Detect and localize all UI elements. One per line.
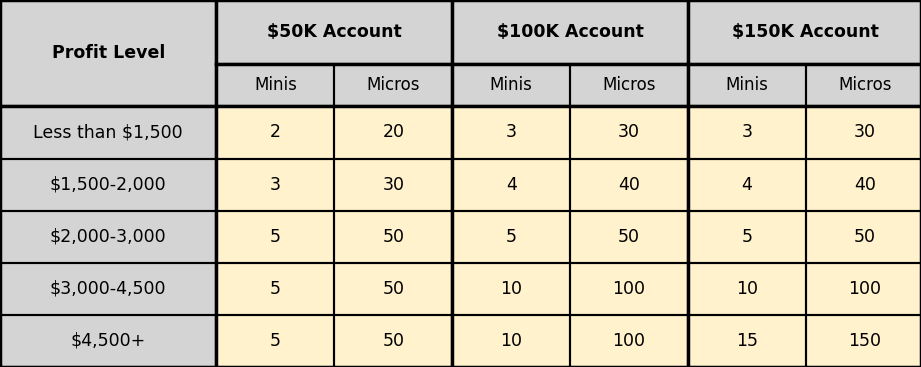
Text: 4: 4 <box>506 175 517 194</box>
Bar <box>570 211 688 263</box>
Text: $2,000-3,000: $2,000-3,000 <box>50 228 167 246</box>
Bar <box>688 263 806 315</box>
Text: 40: 40 <box>854 175 876 194</box>
Text: 5: 5 <box>270 280 281 298</box>
Bar <box>216 64 334 106</box>
Text: 5: 5 <box>506 228 517 246</box>
Bar <box>806 211 921 263</box>
Text: 20: 20 <box>382 123 404 142</box>
Text: 40: 40 <box>618 175 640 194</box>
Text: Profit Level: Profit Level <box>52 44 165 62</box>
Text: Minis: Minis <box>254 76 297 94</box>
Text: 4: 4 <box>741 175 752 194</box>
Bar <box>570 159 688 211</box>
Text: $1,500-2,000: $1,500-2,000 <box>50 175 167 194</box>
Bar <box>688 64 806 106</box>
Text: $150K Account: $150K Account <box>732 23 880 41</box>
Bar <box>216 106 334 159</box>
Bar <box>570 315 688 367</box>
Text: 50: 50 <box>382 228 404 246</box>
Bar <box>0 315 216 367</box>
Text: Micros: Micros <box>602 76 656 94</box>
Bar <box>452 263 570 315</box>
Text: 100: 100 <box>612 280 646 298</box>
Text: 3: 3 <box>506 123 517 142</box>
Bar <box>0 159 216 211</box>
Bar <box>216 211 334 263</box>
Bar <box>688 106 806 159</box>
Bar <box>216 159 334 211</box>
Text: 50: 50 <box>854 228 876 246</box>
Bar <box>452 0 688 64</box>
Text: $4,500+: $4,500+ <box>71 332 146 350</box>
Text: 30: 30 <box>618 123 640 142</box>
Bar <box>334 159 452 211</box>
Text: Micros: Micros <box>838 76 892 94</box>
Text: 5: 5 <box>270 228 281 246</box>
Bar <box>806 106 921 159</box>
Bar <box>688 0 921 64</box>
Text: 2: 2 <box>270 123 281 142</box>
Bar <box>0 106 216 159</box>
Bar <box>570 64 688 106</box>
Bar <box>806 64 921 106</box>
Bar <box>688 315 806 367</box>
Bar <box>806 159 921 211</box>
Text: $100K Account: $100K Account <box>496 23 644 41</box>
Text: 50: 50 <box>382 280 404 298</box>
Bar <box>452 64 570 106</box>
Bar <box>0 0 216 106</box>
Text: Minis: Minis <box>726 76 768 94</box>
Text: Micros: Micros <box>367 76 420 94</box>
Text: 3: 3 <box>741 123 752 142</box>
Bar <box>0 211 216 263</box>
Text: 5: 5 <box>270 332 281 350</box>
Bar <box>570 263 688 315</box>
Bar <box>806 315 921 367</box>
Bar <box>216 263 334 315</box>
Bar <box>216 315 334 367</box>
Text: Less than $1,500: Less than $1,500 <box>33 123 183 142</box>
Bar <box>806 263 921 315</box>
Bar <box>688 211 806 263</box>
Bar <box>334 315 452 367</box>
Bar <box>334 263 452 315</box>
Bar <box>452 159 570 211</box>
Text: Minis: Minis <box>490 76 532 94</box>
Text: 3: 3 <box>270 175 281 194</box>
Text: 100: 100 <box>612 332 646 350</box>
Text: 15: 15 <box>736 332 758 350</box>
Bar <box>570 106 688 159</box>
Text: $50K Account: $50K Account <box>267 23 402 41</box>
Bar <box>334 106 452 159</box>
Bar <box>452 211 570 263</box>
Bar <box>0 263 216 315</box>
Text: 10: 10 <box>500 332 522 350</box>
Bar <box>452 106 570 159</box>
Text: 100: 100 <box>848 280 881 298</box>
Bar <box>216 0 452 64</box>
Text: 10: 10 <box>500 280 522 298</box>
Text: $3,000-4,500: $3,000-4,500 <box>50 280 167 298</box>
Text: 150: 150 <box>848 332 881 350</box>
Text: 10: 10 <box>736 280 758 298</box>
Text: 30: 30 <box>382 175 404 194</box>
Bar <box>334 211 452 263</box>
Text: 30: 30 <box>854 123 876 142</box>
Text: 50: 50 <box>618 228 640 246</box>
Text: 50: 50 <box>382 332 404 350</box>
Bar <box>334 64 452 106</box>
Bar <box>688 159 806 211</box>
Text: 5: 5 <box>741 228 752 246</box>
Bar <box>452 315 570 367</box>
